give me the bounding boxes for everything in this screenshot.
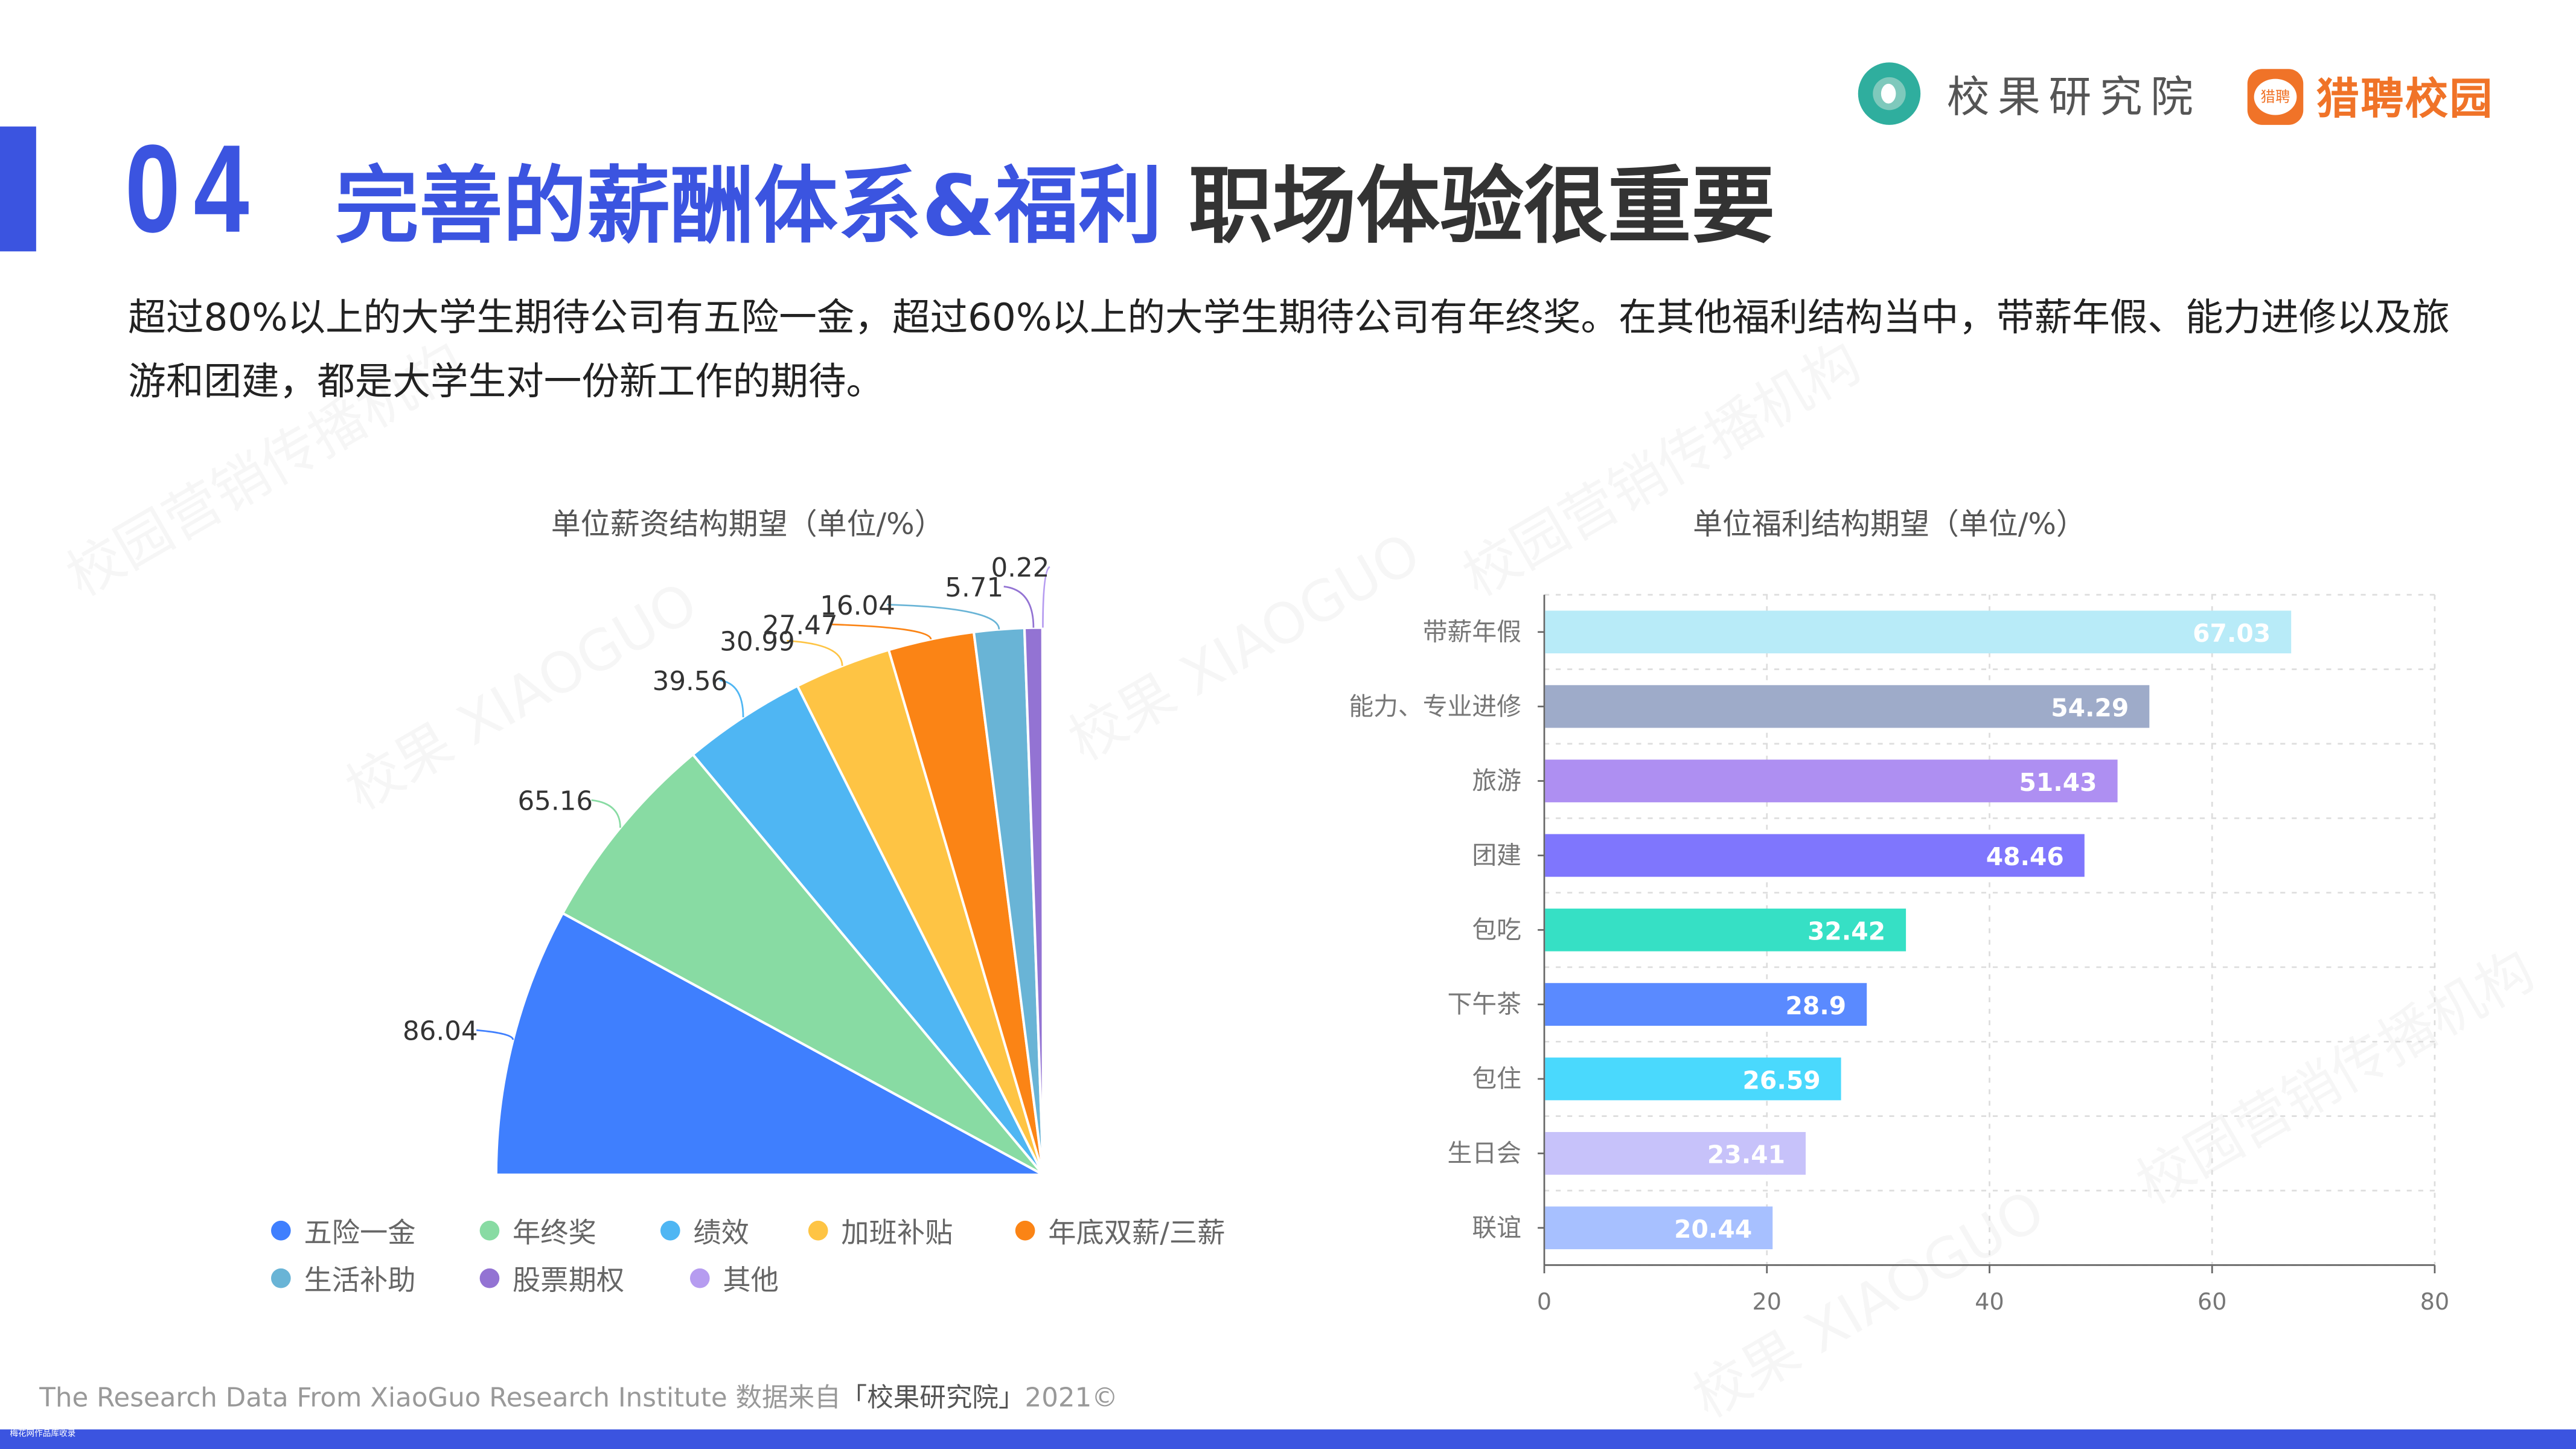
y-tick-label: 团建 <box>1472 840 1521 869</box>
footer-source: The Research Data From XiaoGuo Research … <box>39 1381 1118 1413</box>
bar-value-label: 28.9 <box>1786 991 1847 1020</box>
y-tick-label: 包吃 <box>1472 915 1521 944</box>
xiaoguo-logo-text: 校果研究院 <box>1946 73 2202 123</box>
pie-slice-2 <box>691 684 1044 1176</box>
liepin-logo-icon: 猎聘 <box>2247 68 2304 124</box>
legend-item[interactable]: 年终奖 <box>479 1209 596 1250</box>
pie-slice-0 <box>494 911 1044 1176</box>
liepin-logo: 猎聘 猎聘校园 <box>2247 66 2494 127</box>
y-tick-label: 包住 <box>1472 1064 1521 1093</box>
bar-value-label: 54.29 <box>2051 693 2129 722</box>
y-tick-label: 生日会 <box>1448 1139 1521 1168</box>
legend-label: 生活补助 <box>304 1265 416 1298</box>
legend-dot <box>660 1220 680 1240</box>
section-number: 04 <box>124 120 263 260</box>
pie-label-4: 27.47 <box>762 610 838 641</box>
pie-label-1: 65.16 <box>517 787 593 817</box>
x-tick-label: 40 <box>1975 1288 2004 1315</box>
legend-dot <box>1015 1220 1035 1240</box>
title-highlight: 完善的薪酬体系&福利 <box>335 159 1163 257</box>
x-tick-label: 0 <box>1537 1288 1552 1315</box>
pie-label-2: 39.56 <box>653 667 728 697</box>
y-tick-label: 联谊 <box>1472 1213 1521 1242</box>
x-tick-label: 20 <box>1753 1288 1782 1315</box>
bar-value-label: 20.44 <box>1674 1215 1752 1244</box>
title-rest: 职场体验很重要 <box>1188 159 1775 257</box>
pie-label-0: 86.04 <box>403 1017 478 1047</box>
bar-value-label: 23.41 <box>1707 1140 1785 1169</box>
xiaoguo-logo-icon <box>1858 62 1921 125</box>
legend-item[interactable]: 加班补贴 <box>808 1209 953 1250</box>
bar-2 <box>1545 760 2118 802</box>
legend-label: 股票期权 <box>513 1265 625 1298</box>
pie-chart-title: 单位薪资结构期望（单位/%） <box>551 507 944 543</box>
bar-value-label: 51.43 <box>2019 768 2097 797</box>
pie-leader-3 <box>787 639 843 666</box>
x-tick-label: 80 <box>2420 1288 2449 1315</box>
legend-dot <box>479 1220 500 1240</box>
x-tick-label: 60 <box>2197 1288 2226 1315</box>
bar-7 <box>1545 1131 1806 1175</box>
page-title: 完善的薪酬体系&福利 职场体验很重要 <box>335 138 1775 260</box>
legend-label: 年终奖 <box>513 1217 596 1250</box>
bottom-bar: 梅花网作品库收录 <box>0 1429 2576 1449</box>
legend-label: 其他 <box>723 1265 779 1298</box>
bar-value-label: 32.42 <box>1807 917 1885 946</box>
legend-label: 加班补贴 <box>841 1217 953 1250</box>
pie-label-3: 30.99 <box>720 627 795 657</box>
bar-value-label: 48.46 <box>1986 842 2064 871</box>
bar-chart-title: 单位福利结构期望（单位/%） <box>1693 507 2086 543</box>
pie-leader-7 <box>1042 566 1050 628</box>
pie-leader-0 <box>476 1029 514 1040</box>
legend-dot <box>271 1267 291 1288</box>
legend-label: 绩效 <box>693 1217 749 1250</box>
legend-dot <box>479 1267 500 1288</box>
pie-label-7: 0.22 <box>991 553 1049 583</box>
bar-value-label: 67.03 <box>2193 619 2271 648</box>
legend-item[interactable]: 生活补助 <box>271 1257 415 1298</box>
liepin-logo-text: 猎聘校园 <box>2316 75 2494 125</box>
bar-6 <box>1545 1057 1841 1101</box>
pie-leader-4 <box>829 623 932 640</box>
legend-item[interactable]: 股票期权 <box>479 1257 625 1298</box>
legend-label: 年底双薪/三薪 <box>1048 1217 1226 1250</box>
bar-0 <box>1545 610 2292 654</box>
pie-label-6: 5.71 <box>945 573 1003 603</box>
legend-dot <box>689 1267 710 1288</box>
legend-dot <box>808 1220 828 1240</box>
xiaoguo-logo: 校果研究院 <box>1858 62 2202 125</box>
y-tick-label: 旅游 <box>1472 766 1521 795</box>
legend-item[interactable]: 其他 <box>689 1257 779 1298</box>
legend-item[interactable]: 年底双薪/三薪 <box>1015 1209 1226 1250</box>
bar-5 <box>1545 983 1867 1026</box>
pie-label-5: 16.04 <box>820 591 895 621</box>
legend-dot <box>271 1220 291 1240</box>
pie-leader-5 <box>887 604 1000 630</box>
pie-leader-1 <box>591 799 621 828</box>
bar-value-label: 26.59 <box>1743 1066 1821 1095</box>
bar-3 <box>1545 834 2085 877</box>
y-tick-label: 能力、专业进修 <box>1349 692 1521 721</box>
section-accent-bar <box>0 126 36 252</box>
legend-label: 五险一金 <box>304 1217 416 1250</box>
y-tick-label: 下午茶 <box>1448 990 1521 1019</box>
summary-text: 超过80%以上的大学生期待公司有五险一金，超过60%以上的大学生期待公司有年终奖… <box>128 297 2450 405</box>
bar-8 <box>1545 1206 1773 1250</box>
bar-4 <box>1545 908 1906 952</box>
bar-1 <box>1545 685 2150 728</box>
y-tick-label: 带薪年假 <box>1423 617 1521 646</box>
pie-leader-6 <box>1003 586 1035 628</box>
legend-item[interactable]: 绩效 <box>660 1209 749 1250</box>
pie-leader-2 <box>719 679 744 717</box>
legend-item[interactable]: 五险一金 <box>271 1209 415 1250</box>
